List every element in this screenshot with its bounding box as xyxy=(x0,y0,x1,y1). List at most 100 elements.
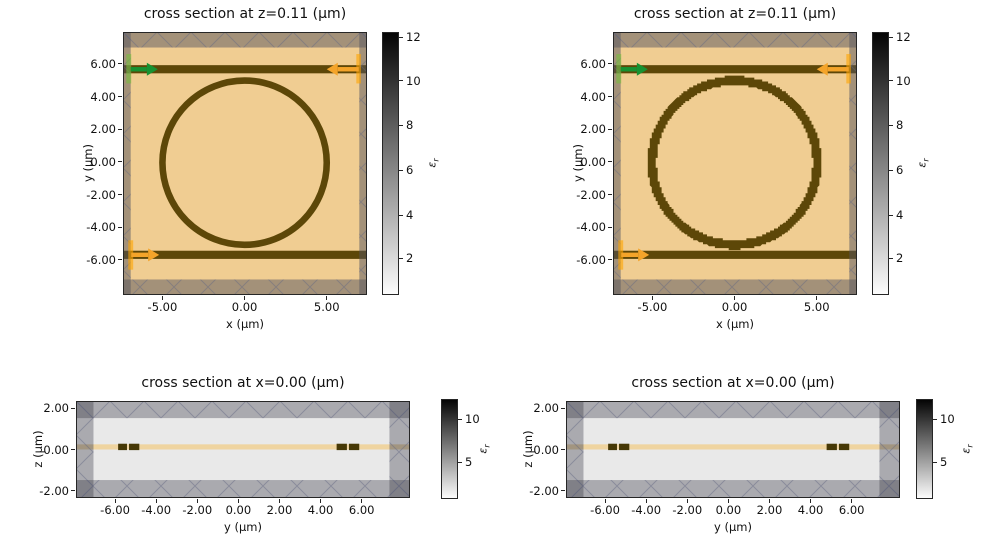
pml-hatch xyxy=(123,32,367,48)
y-tick-label: -6.00 xyxy=(576,252,606,267)
x-tick-label: -6.00 xyxy=(590,503,620,517)
x-tick-label: -2.00 xyxy=(182,503,213,517)
pml-hatch xyxy=(613,279,857,295)
waveguide-cross-section-block xyxy=(129,443,140,451)
y-tick-label: -4.00 xyxy=(576,220,606,235)
waveguide-cross-section-block xyxy=(118,443,127,451)
colorbar-tick-mark xyxy=(399,214,403,216)
x-tick-mark xyxy=(278,499,280,503)
colorbar-tick-label: 10 xyxy=(406,73,421,88)
y-tick-label: -2.00 xyxy=(39,483,69,498)
epsilon-symbol: ε xyxy=(425,161,439,168)
x-tick-mark xyxy=(810,499,812,503)
mode-source-arrow-icon xyxy=(636,62,648,76)
colorbar-tick-label: 5 xyxy=(465,455,473,470)
x-tick-label: 2.00 xyxy=(266,503,293,517)
y-tick-mark xyxy=(71,407,75,409)
plot-area-xy xyxy=(123,32,367,295)
y-tick-label: 4.00 xyxy=(90,89,116,104)
x-tick-label: -5.00 xyxy=(637,300,668,314)
waveguide-cross-section-block xyxy=(608,443,617,451)
colorbar-tick-mark xyxy=(933,418,937,420)
colorbar-tick-label: 6 xyxy=(896,163,904,178)
colorbar-tick-label: 10 xyxy=(896,73,911,88)
x-tick-mark xyxy=(734,296,736,300)
epsilon-symbol: ε xyxy=(476,447,490,454)
mode-monitor-plane xyxy=(128,240,134,270)
x-tick-label: 5.00 xyxy=(313,300,340,314)
x-tick-label: 0.00 xyxy=(225,503,252,517)
axes-spine xyxy=(613,32,857,295)
y-tick-mark xyxy=(608,161,612,163)
pml-hatch xyxy=(76,480,410,498)
mode-source-arrow-icon xyxy=(146,62,158,76)
mode-source-plane xyxy=(126,54,132,84)
y-tick-mark xyxy=(118,63,122,65)
x-tick-label: 6.00 xyxy=(348,503,375,517)
y-tick-label: 0.00 xyxy=(43,442,69,457)
colorbar-tick-label: 5 xyxy=(940,455,948,470)
x-tick-mark xyxy=(361,499,363,503)
mode-monitor-arrow-icon xyxy=(131,252,149,258)
colorbar-tick-mark xyxy=(889,257,893,259)
x-tick-label: 2.00 xyxy=(756,503,783,517)
colorbar-gradient xyxy=(916,399,933,499)
x-tick-mark xyxy=(161,296,163,300)
x-tick-mark xyxy=(196,499,198,503)
y-tick-label: 0.00 xyxy=(90,154,116,169)
colorbar-label: εr xyxy=(959,444,974,453)
x-tick-label: -4.00 xyxy=(141,503,172,517)
x-tick-mark xyxy=(816,296,818,300)
x-tick-label: 6.00 xyxy=(838,503,865,517)
colorbar-label: εr xyxy=(476,444,491,453)
ring-resonator xyxy=(159,77,331,249)
y-tick-mark xyxy=(118,226,122,228)
y-tick-mark xyxy=(561,449,565,450)
pml-hatch xyxy=(123,32,131,295)
x-tick-label: 0.00 xyxy=(715,503,742,517)
y-tick-mark xyxy=(608,63,612,65)
bus-waveguide-top xyxy=(613,65,857,74)
colorbar-tick-label: 10 xyxy=(465,412,480,426)
y-tick-mark xyxy=(608,128,612,130)
x-tick-mark xyxy=(237,499,239,503)
mode-monitor-arrow-icon xyxy=(638,248,650,262)
bus-waveguide-bottom xyxy=(123,250,367,259)
colorbar-tick-mark xyxy=(458,418,462,420)
y-tick-label: 2.00 xyxy=(90,122,116,137)
y-tick-label: -2.00 xyxy=(86,187,116,202)
epsilon-subscript: r xyxy=(965,444,975,448)
waveguide-cross-section-block xyxy=(348,443,360,451)
epsilon-subscript: r xyxy=(482,444,492,448)
bus-waveguide-top xyxy=(123,65,367,74)
waveguide-cross-section-block xyxy=(838,443,850,451)
pml-hatch xyxy=(359,32,367,295)
y-tick-mark xyxy=(118,128,122,130)
waveguide-cross-section-block xyxy=(336,443,347,451)
x-tick-label: 0.00 xyxy=(231,300,258,314)
y-tick-label: 0.00 xyxy=(533,442,559,457)
colorbar-label: εr xyxy=(425,158,440,167)
colorbar-tick-mark xyxy=(399,80,403,82)
axes-spine xyxy=(123,32,367,295)
mode-source-arrow-icon xyxy=(130,67,147,72)
colorbar-tick-label: 12 xyxy=(406,30,421,45)
epsilon-symbol: ε xyxy=(959,447,973,454)
colorbar-tick-label: 4 xyxy=(896,208,904,223)
x-tick-label: -5.00 xyxy=(147,300,178,314)
y-tick-mark xyxy=(71,449,75,450)
y-tick-mark xyxy=(561,407,565,409)
mode-source-plane xyxy=(616,54,622,84)
x-tick-label: 4.00 xyxy=(307,503,334,517)
y-tick-label: -6.00 xyxy=(86,252,116,267)
x-tick-label: 5.00 xyxy=(803,300,830,314)
y-tick-label: 2.00 xyxy=(580,122,606,137)
device-slab xyxy=(566,444,900,450)
y-tick-mark xyxy=(608,194,612,196)
pml-hatch xyxy=(566,401,584,498)
mode-monitor-arrow-icon xyxy=(816,62,828,76)
x-tick-label: -4.00 xyxy=(631,503,662,517)
pml-hatch xyxy=(389,401,410,498)
x-tick-label: -2.00 xyxy=(672,503,703,517)
pml-hatch xyxy=(879,401,900,498)
